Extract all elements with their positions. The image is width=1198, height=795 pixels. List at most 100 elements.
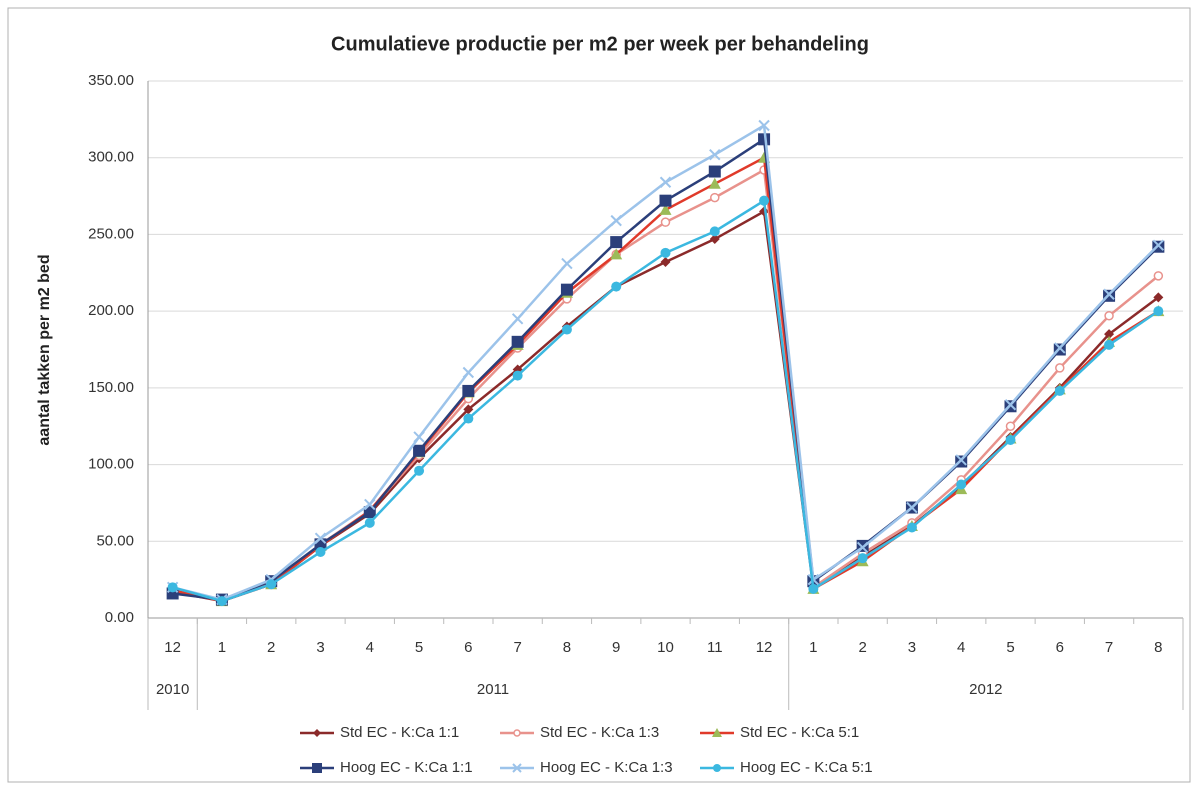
x-tick-label: 12 [756,639,773,656]
y-tick-label: 300.00 [88,149,134,166]
legend-marker [712,728,722,737]
marker [1153,306,1164,317]
marker [611,281,622,292]
marker [1104,310,1114,321]
x-tick-label: 1 [809,639,817,656]
marker [364,498,376,511]
x-tick-label: 7 [1105,639,1113,656]
legend-item: Hoog EC - K:Ca 1:1 [300,759,473,776]
legend-item: Hoog EC - K:Ca 1:3 [500,759,673,776]
marker [906,501,918,514]
marker [512,370,523,381]
group-label: 2011 [477,681,509,698]
marker [808,583,819,594]
x-tick-label: 3 [316,639,324,656]
marker [856,541,869,554]
x-tick-label: 6 [464,639,472,656]
marker [315,547,326,558]
marker [364,517,375,528]
legend-marker [313,729,321,737]
marker [906,522,917,533]
marker [709,234,720,245]
marker [659,203,672,215]
marker [462,366,475,379]
x-tick-label: 2 [267,639,275,656]
legend-marker [513,729,521,737]
y-axis-label: aantal takken per m2 bed [36,254,53,445]
x-tick-label: 5 [1006,639,1014,656]
y-tick-label: 150.00 [88,379,134,396]
marker [414,465,425,476]
y-tick-label: 250.00 [88,225,134,242]
x-tick-label: 4 [957,639,965,656]
x-tick-label: 7 [513,639,521,656]
marker [413,444,426,457]
legend-item: Hoog EC - K:Ca 5:1 [700,759,873,776]
legend-label: Hoog EC - K:Ca 1:1 [340,759,473,776]
marker [463,413,474,424]
marker [955,454,967,466]
marker [1004,399,1017,411]
y-tick-label: 100.00 [88,456,134,473]
y-tick-label: 350.00 [88,72,134,89]
marker [708,165,721,178]
legend-label: Std EC - K:Ca 1:1 [340,724,459,741]
marker [462,384,475,397]
x-tick-label: 4 [366,639,374,656]
marker [216,596,227,607]
x-tick-label: 8 [563,639,571,656]
y-tick-label: 50.00 [96,532,134,549]
x-tick-label: 11 [707,639,723,656]
marker [560,283,573,296]
marker [758,119,770,132]
x-tick-label: 3 [908,639,916,656]
legend-item: Std EC - K:Ca 1:3 [500,724,659,741]
marker [709,226,720,237]
marker [363,506,376,519]
legend-marker [312,763,322,773]
x-tick-label: 9 [612,639,620,656]
x-tick-label: 10 [657,639,674,656]
y-tick-label: 200.00 [88,302,134,319]
marker [1152,239,1165,251]
legend-item: Std EC - K:Ca 5:1 [700,724,859,741]
marker [610,214,622,227]
marker [1153,271,1164,281]
marker [463,404,474,415]
marker [759,195,770,206]
marker [1153,292,1164,303]
marker [561,257,573,270]
group-label: 2010 [156,681,189,698]
marker [167,582,178,593]
marker [1054,385,1065,396]
marker [561,324,572,335]
marker [610,248,623,260]
marker [511,335,524,348]
group-label: 2012 [969,681,1002,698]
x-tick-label: 12 [164,639,181,656]
marker [1055,363,1065,373]
legend-item: Std EC - K:Ca 1:1 [300,724,459,741]
marker [660,247,671,258]
x-tick-label: 5 [415,639,423,656]
marker [610,236,623,249]
marker [1054,342,1066,354]
marker [511,313,524,325]
marker [709,148,721,161]
marker [1103,288,1115,300]
marker [660,257,671,268]
marker [1104,339,1115,350]
marker [956,479,967,490]
marker [659,194,672,207]
marker [314,532,327,544]
marker [1005,435,1016,446]
y-tick-label: 0.00 [105,609,134,626]
legend-label: Hoog EC - K:Ca 1:3 [540,759,673,776]
chart-title: Cumulatieve productie per m2 per week pe… [331,33,869,55]
x-tick-label: 6 [1056,639,1064,656]
marker [660,217,671,227]
legend-label: Hoog EC - K:Ca 5:1 [740,759,873,776]
marker [710,192,720,203]
marker [708,177,721,189]
